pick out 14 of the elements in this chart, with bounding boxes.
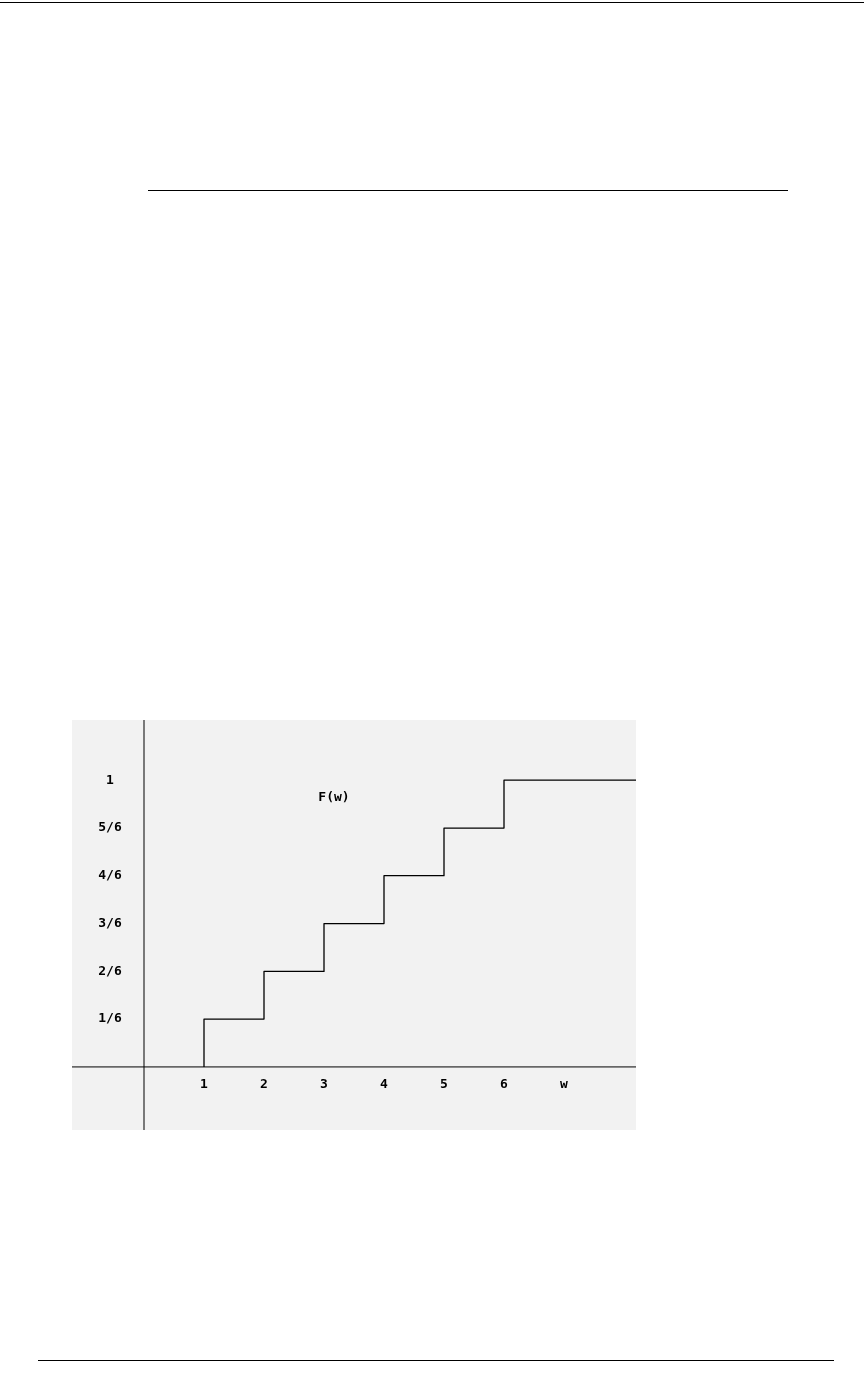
x-tick-label: 1 [200,1076,209,1092]
x-tick-label: 6 [500,1076,509,1092]
y-tick-label: 2/6 [98,962,122,978]
annotation: F(w) [318,789,350,805]
x-tick-label: 4 [380,1076,389,1092]
y-tick-label: 3/6 [98,914,122,930]
y-tick-label: 5/6 [98,819,122,835]
y-tick-label: 1/6 [98,1010,122,1026]
y-tick-label: 1 [106,771,115,787]
x-tick-label: 5 [440,1076,448,1092]
x-tick-label: 2 [260,1076,268,1092]
x-axis-title: w [560,1076,569,1092]
x-tick-label: 3 [320,1076,328,1092]
y-tick-label: 4/6 [98,867,122,883]
